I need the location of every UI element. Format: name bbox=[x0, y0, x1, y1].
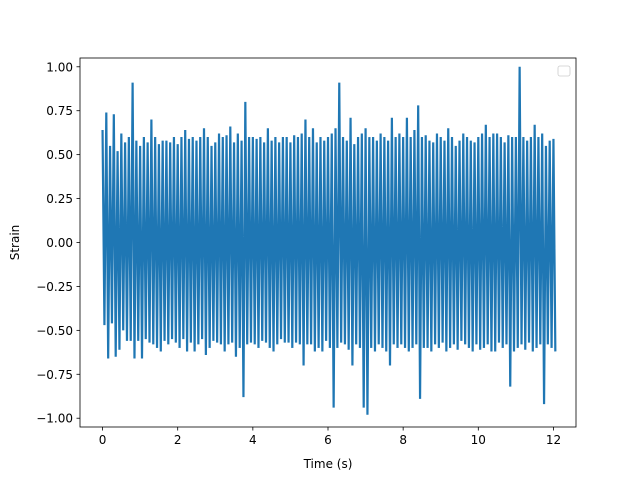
y-tick-label: 0.50 bbox=[46, 148, 73, 162]
y-tick-label: 0.25 bbox=[46, 192, 73, 206]
y-axis-ticks: 1.00 0.75 0.50 0.25 0.00 −0.25 −0.50 −0.75 −1.00 bbox=[36, 60, 80, 426]
x-tick-label: 0 bbox=[99, 433, 107, 447]
x-axis-ticks: 0 2 4 6 8 10 12 bbox=[99, 427, 561, 447]
y-tick-label: 1.00 bbox=[46, 60, 73, 74]
y-tick-label: −0.50 bbox=[36, 324, 73, 338]
plot-area bbox=[101, 66, 557, 415]
x-tick-label: 10 bbox=[471, 433, 486, 447]
x-tick-label: 4 bbox=[249, 433, 257, 447]
x-tick-label: 2 bbox=[174, 433, 182, 447]
x-tick-label: 12 bbox=[546, 433, 561, 447]
y-axis-label: Strain bbox=[8, 225, 22, 261]
y-tick-label: −0.25 bbox=[36, 280, 73, 294]
x-tick-label: 8 bbox=[399, 433, 407, 447]
y-tick-label: 0.75 bbox=[46, 104, 73, 118]
y-tick-label: 0.00 bbox=[46, 236, 73, 250]
x-axis-label: Time (s) bbox=[303, 457, 353, 471]
y-tick-label: −1.00 bbox=[36, 412, 73, 426]
x-tick-label: 6 bbox=[324, 433, 332, 447]
legend-box bbox=[557, 65, 571, 77]
strain-series-line bbox=[101, 66, 557, 415]
y-tick-label: −0.75 bbox=[36, 368, 73, 382]
